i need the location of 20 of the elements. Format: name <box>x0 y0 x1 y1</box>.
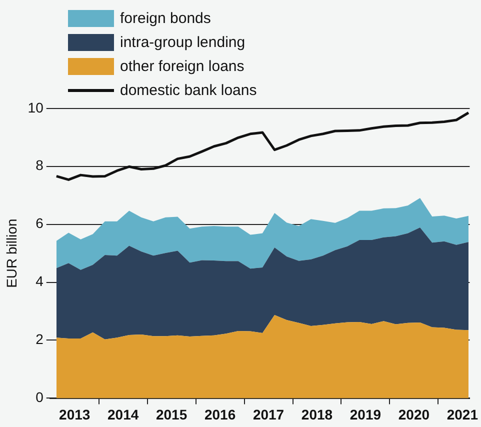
y-tick-label: 0 <box>36 389 44 406</box>
x-tick-label: 2019 <box>350 406 382 422</box>
y-axis-title: EUR billion <box>3 218 20 288</box>
legend-label: other foreign loans <box>120 58 244 74</box>
legend-label: domestic bank loans <box>120 82 257 98</box>
y-tick-label: 8 <box>36 157 44 174</box>
legend-label: intra-group lending <box>120 34 246 50</box>
x-tick-label: 2020 <box>398 406 430 422</box>
x-tick-label: 2018 <box>301 406 333 422</box>
x-tick-label: 2016 <box>204 406 236 422</box>
x-tick-label: 2014 <box>108 406 139 422</box>
y-tick-label: 10 <box>28 99 44 116</box>
y-tick-label: 4 <box>36 273 44 290</box>
legend-label: foreign bonds <box>120 10 211 26</box>
y-tick-label: 2 <box>36 331 44 348</box>
y-tick-label: 6 <box>36 215 44 232</box>
x-tick-label: 2021 <box>446 406 478 422</box>
x-tick-label: 2017 <box>252 406 284 422</box>
x-tick-label: 2015 <box>156 406 188 422</box>
x-tick-label: 2013 <box>59 406 90 422</box>
